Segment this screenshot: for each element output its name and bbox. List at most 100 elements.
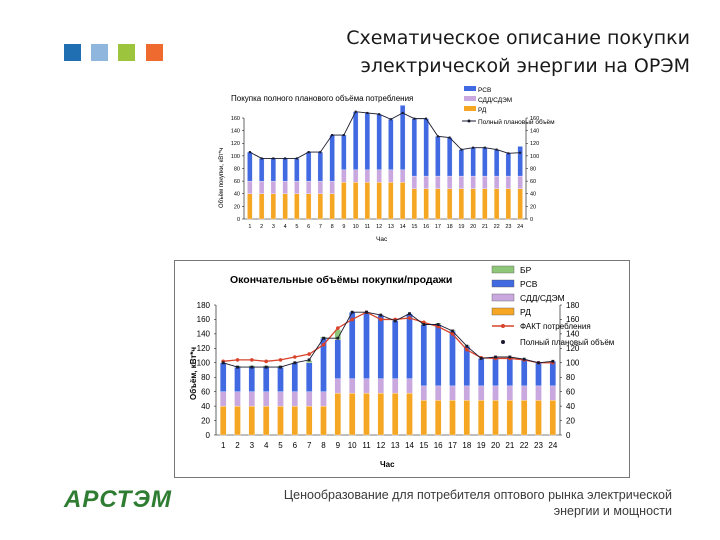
legend-label-sdd2: СДД/СДЭМ — [520, 293, 565, 303]
bar-rsv-hour-1 — [220, 362, 227, 392]
bar-rsv-hour-11 — [363, 312, 370, 379]
x-tick-label: 3 — [250, 441, 255, 450]
bar-rsv-hour-3 — [270, 158, 276, 182]
point-fact-hour-3 — [250, 358, 254, 362]
bar-rd-hour-17 — [435, 188, 441, 220]
y-tick-label-right: 20 — [530, 204, 536, 210]
point-plan-hour-6 — [307, 151, 310, 154]
bar-rd-hour-16 — [423, 188, 429, 220]
bar-sdd-hour-9 — [334, 378, 341, 394]
point-plan-hour-4 — [284, 157, 287, 160]
bar-rd-hour-3 — [270, 193, 276, 220]
x-tick-label: 20 — [470, 224, 476, 230]
bar-rsv-hour-19 — [478, 358, 485, 387]
point-plan-hour-11 — [365, 310, 368, 314]
bar-rd-hour-5 — [294, 193, 300, 220]
point-plan-hour-20 — [494, 355, 497, 359]
point-fact-hour-6 — [293, 355, 297, 359]
bar-rd-hour-12 — [377, 392, 384, 436]
bar-sdd-hour-24 — [517, 175, 523, 189]
bar-sdd-hour-8 — [329, 180, 335, 194]
point-plan-hour-15 — [422, 323, 426, 326]
y-tick-label-right: 120 — [530, 141, 539, 147]
bar-sdd-hour-15 — [420, 385, 427, 401]
bar-sdd-hour-12 — [376, 169, 382, 183]
bar-sdd-hour-11 — [363, 378, 370, 394]
bar-rd-hour-22 — [521, 400, 528, 436]
bar-rsv-hour-1 — [247, 151, 253, 182]
x-tick-label: 19 — [458, 224, 464, 230]
y-tick-label-right: 40 — [566, 402, 575, 411]
x-tick-label: 15 — [419, 441, 428, 450]
bar-rsv-hour-9 — [334, 339, 341, 379]
bar-rsv-hour-17 — [435, 136, 441, 177]
point-plan-hour-20 — [472, 146, 475, 149]
point-plan-hour-8 — [331, 134, 334, 137]
bar-sdd-hour-2 — [234, 391, 241, 407]
point-plan-hour-7 — [307, 358, 311, 362]
point-plan-hour-5 — [279, 365, 282, 369]
legend-swatch-br — [491, 265, 515, 274]
point-plan-hour-14 — [408, 312, 411, 316]
y-tick-label-left: 20 — [201, 416, 210, 425]
point-plan-hour-1 — [248, 151, 251, 154]
x-tick-label: 8 — [331, 224, 334, 230]
point-plan-hour-15 — [413, 117, 416, 120]
y-tick-label-left: 60 — [201, 387, 210, 396]
x-tick-label: 22 — [520, 441, 529, 450]
x-tick-label: 6 — [307, 224, 310, 230]
y-tick-label-left: 120 — [197, 344, 211, 353]
bar-sdd-hour-13 — [388, 169, 394, 183]
y-tick-label-right: 180 — [566, 301, 580, 310]
x-tick-label: 23 — [534, 441, 543, 450]
legend-marker-fact — [501, 324, 505, 328]
bar-sdd-hour-18 — [447, 175, 453, 189]
point-plan-hour-5 — [295, 157, 298, 160]
point-plan-hour-21 — [508, 355, 512, 359]
bar-rd-hour-18 — [447, 188, 453, 220]
title-line-2: электрической энергии на ОРЭМ — [360, 55, 690, 77]
bar-sdd-hour-3 — [270, 180, 276, 194]
x-tick-label: 1 — [221, 441, 226, 450]
bar-rd-hour-15 — [420, 400, 427, 436]
y-tick-label-left: 160 — [197, 315, 211, 324]
point-plan-hour-24 — [519, 151, 522, 154]
bar-sdd-hour-4 — [263, 391, 270, 407]
bar-rd-hour-10 — [353, 182, 359, 220]
bar-rsv-hour-8 — [329, 134, 335, 182]
y-tick-label-right: 60 — [566, 387, 575, 396]
footer-line-2: энергии и мощности — [553, 504, 672, 518]
bar-sdd-hour-19 — [458, 175, 464, 189]
y-tick-label-right: 100 — [566, 359, 580, 368]
point-fact-hour-5 — [278, 358, 283, 362]
bar-rsv-hour-14 — [406, 313, 413, 379]
x-tick-label: 24 — [548, 441, 557, 450]
y-tick-label-right: 0 — [566, 431, 571, 440]
bar-rd-hour-19 — [458, 188, 464, 220]
bar-rsv-hour-4 — [282, 158, 288, 182]
bar-sdd-hour-12 — [377, 378, 384, 394]
bar-rsv-hour-22 — [521, 359, 528, 387]
bar-sdd-hour-22 — [494, 175, 500, 189]
x-tick-label: 21 — [482, 224, 488, 230]
y-tick-label-left: 0 — [237, 217, 240, 223]
bar-sdd-hour-20 — [470, 175, 476, 189]
bar-rd-hour-3 — [248, 405, 255, 436]
legend-label-rsv2: РСВ — [520, 279, 538, 289]
point-plan-hour-10 — [350, 310, 354, 314]
point-plan-hour-9 — [336, 336, 340, 340]
bar-rsv-hour-16 — [435, 324, 442, 387]
x-tick-label: 4 — [284, 224, 287, 230]
legend-swatch-rsv — [464, 86, 476, 91]
bar-sdd-hour-16 — [435, 385, 442, 401]
bar-rsv-hour-9 — [341, 134, 347, 170]
y-tick-label-left: 0 — [206, 431, 211, 440]
bar-rsv-hour-7 — [306, 362, 313, 392]
point-plan-hour-13 — [393, 319, 397, 323]
point-plan-hour-19 — [479, 357, 483, 360]
bar-sdd-hour-10 — [353, 169, 359, 183]
bar-sdd-hour-19 — [478, 385, 485, 401]
y-tick-label-left: 60 — [234, 179, 240, 185]
point-plan-hour-2 — [260, 157, 263, 160]
y-tick-label-right: 120 — [566, 344, 580, 353]
